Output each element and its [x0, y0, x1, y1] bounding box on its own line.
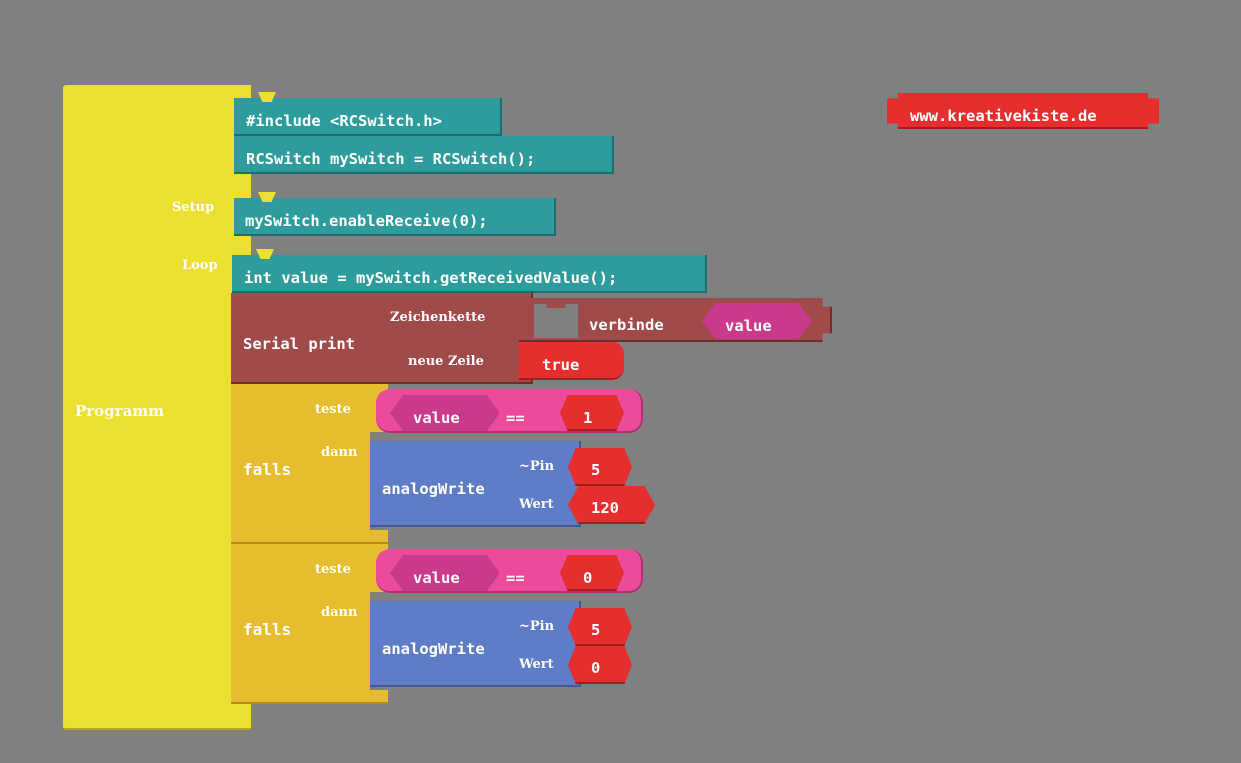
website-text: www.kreativekiste.de — [910, 107, 1097, 125]
compare-1-value[interactable] — [560, 395, 624, 431]
if-2-falls-label: falls — [243, 620, 292, 639]
get-value-block[interactable] — [232, 255, 707, 293]
compare-1-variable[interactable] — [390, 395, 500, 431]
compare-1-value-text: 1 — [583, 409, 593, 427]
analog-write-1-pin-label: ~Pin — [519, 459, 555, 474]
if-2-dann-label: dann — [321, 605, 358, 620]
compare-1-operator: == — [506, 409, 525, 427]
compare-1-variable-text: value — [413, 409, 460, 427]
join-variable-block[interactable] — [702, 303, 812, 339]
compare-2-operator: == — [506, 569, 525, 587]
if-1-dann-label: dann — [321, 445, 358, 460]
include-text: #include <RCSwitch.h> — [246, 112, 442, 130]
analog-write-2-wert-value[interactable] — [568, 646, 632, 684]
serial-print-block[interactable] — [231, 293, 533, 384]
include-block[interactable] — [234, 98, 502, 136]
declare-block[interactable] — [234, 136, 614, 174]
newline-value-block[interactable] — [519, 342, 624, 380]
compare-2-value[interactable] — [560, 555, 624, 591]
analog-write-1-label: analogWrite — [382, 480, 485, 498]
analog-write-2-wert-value-text: 0 — [591, 659, 601, 677]
program-label: Programm — [75, 402, 165, 420]
string-label: Zeichenkette — [390, 310, 486, 325]
newline-value-text: true — [542, 356, 580, 374]
analog-write-1-wert-value-text: 120 — [591, 499, 619, 517]
analog-write-2-pin-label: ~Pin — [519, 619, 555, 634]
analog-write-block-1[interactable] — [370, 441, 581, 527]
get-value-text: int value = mySwitch.getReceivedValue(); — [244, 269, 618, 287]
analog-write-2-pin-value-text: 5 — [591, 621, 601, 639]
analog-write-2-pin-value[interactable] — [568, 608, 632, 646]
setup-label: Setup — [172, 200, 215, 215]
declare-text: RCSwitch mySwitch = RCSwitch(); — [246, 150, 536, 168]
newline-label: neue Zeile — [408, 354, 484, 369]
analog-write-1-pin-value[interactable] — [568, 448, 632, 486]
analog-write-2-wert-label: Wert — [519, 657, 554, 672]
analog-write-1-wert-label: Wert — [519, 497, 554, 512]
loop-notch — [256, 249, 274, 259]
if-block-2[interactable] — [231, 544, 388, 704]
analog-write-block-2[interactable] — [370, 601, 581, 687]
compare-2-variable[interactable] — [390, 555, 500, 591]
enable-receive-text: mySwitch.enableReceive(0); — [245, 212, 488, 230]
website-block[interactable] — [887, 93, 1159, 129]
if-block-1[interactable] — [231, 384, 388, 544]
join-variable-text: value — [725, 317, 772, 335]
analog-write-2-label: analogWrite — [382, 640, 485, 658]
analog-write-1-pin-value-text: 5 — [591, 461, 601, 479]
if-1-teste-label: teste — [315, 402, 351, 417]
compare-2-value-text: 0 — [583, 569, 593, 587]
include-notch — [258, 92, 276, 102]
enable-receive-block[interactable] — [234, 198, 556, 236]
serial-print-label: Serial print — [243, 335, 355, 353]
compare-2-variable-text: value — [413, 569, 460, 587]
program-block[interactable] — [63, 85, 251, 730]
join-empty-slot[interactable] — [534, 304, 578, 338]
analog-write-1-wert-value[interactable] — [568, 486, 655, 524]
loop-label: Loop — [182, 258, 218, 273]
if-2-teste-label: teste — [315, 562, 351, 577]
join-label: verbinde — [589, 316, 664, 334]
setup-notch — [258, 192, 276, 202]
if-1-falls-label: falls — [243, 460, 292, 479]
